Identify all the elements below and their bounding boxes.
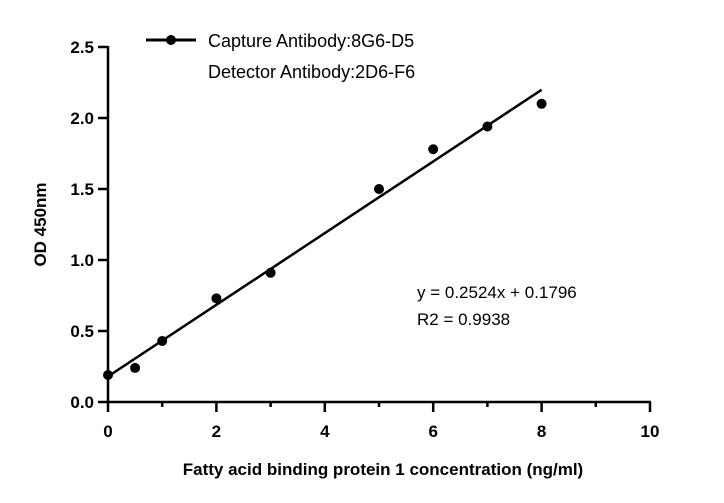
legend-marker bbox=[166, 35, 176, 45]
x-tick-label: 10 bbox=[641, 422, 660, 441]
x-tick-label: 2 bbox=[212, 422, 221, 441]
data-point bbox=[482, 121, 493, 132]
regression-r2: R2 = 0.9938 bbox=[417, 310, 510, 329]
y-tick-label: 1.5 bbox=[70, 180, 94, 199]
data-point bbox=[211, 293, 222, 304]
fit-line-group bbox=[107, 88, 543, 378]
x-tick-label: 8 bbox=[537, 422, 546, 441]
data-point bbox=[428, 144, 439, 155]
y-tick-label: 1.0 bbox=[70, 251, 94, 270]
fit-line bbox=[107, 88, 543, 378]
data-point bbox=[374, 184, 384, 194]
data-point bbox=[157, 335, 168, 346]
legend-label-detector: Detector Antibody:2D6-F6 bbox=[208, 62, 415, 82]
legend-label-capture: Capture Antibody:8G6-D5 bbox=[208, 31, 414, 51]
ticks: 0 2 4 6 8 10 0.0 0.5 1.0 1.5 2.0 2.5 bbox=[70, 38, 659, 441]
y-tick-label: 0.0 bbox=[70, 393, 94, 412]
legend: Capture Antibody:8G6-D5 Detector Antibod… bbox=[146, 31, 415, 82]
data-point bbox=[103, 370, 113, 381]
data-point bbox=[130, 362, 141, 373]
y-axis-title: OD 450nm bbox=[31, 182, 50, 266]
x-tick-label: 4 bbox=[320, 422, 330, 441]
y-tick-label: 2.0 bbox=[70, 109, 94, 128]
x-axis-title: Fatty acid binding protein 1 concentrati… bbox=[183, 460, 583, 479]
y-tick-label: 0.5 bbox=[70, 322, 94, 341]
y-tick-label: 2.5 bbox=[70, 38, 94, 57]
data-point bbox=[536, 98, 547, 109]
data-point bbox=[265, 267, 276, 278]
data-points bbox=[103, 98, 547, 381]
x-tick-label: 6 bbox=[428, 422, 437, 441]
axes bbox=[106, 46, 651, 404]
x-tick-label: 0 bbox=[103, 422, 112, 441]
regression-equation: y = 0.2524x + 0.1796 bbox=[417, 283, 577, 302]
